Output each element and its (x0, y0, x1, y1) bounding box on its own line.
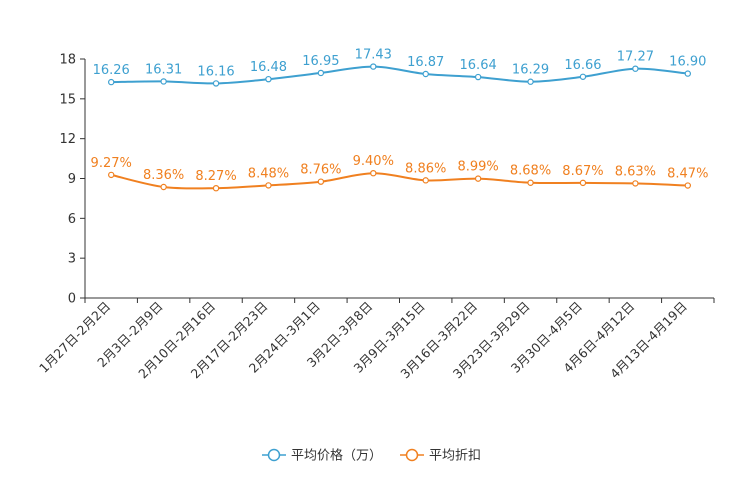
y-tick-label: 15 (59, 92, 76, 107)
y-tick-label: 6 (68, 212, 76, 227)
data-label: 17.43 (355, 48, 392, 63)
y-tick-label: 9 (68, 172, 76, 187)
legend-marker (267, 448, 281, 462)
data-point (527, 78, 534, 85)
data-point (684, 182, 691, 189)
y-tick-label: 0 (68, 292, 76, 307)
data-point (684, 70, 691, 77)
data-point (632, 180, 639, 187)
data-label: 16.48 (250, 60, 287, 75)
data-label: 8.86% (405, 161, 446, 176)
data-label: 8.48% (248, 166, 289, 181)
data-label: 16.16 (197, 64, 234, 79)
data-label: 16.90 (669, 55, 706, 70)
data-point (160, 78, 167, 85)
legend-marker (405, 448, 419, 462)
data-point (579, 179, 587, 187)
x-axis: 1月27日-2月2日2月3日-2月9日2月10日-2月16日2月17日-2月23… (36, 297, 715, 381)
data-label: 8.36% (143, 168, 184, 183)
data-label: 16.87 (407, 55, 444, 70)
series-line-1 (110, 172, 688, 190)
data-point (317, 69, 325, 77)
data-point (422, 70, 429, 78)
data-point (579, 73, 587, 80)
data-label: 8.68% (510, 164, 551, 179)
data-label: 16.29 (512, 63, 549, 78)
data-point (212, 184, 220, 192)
legend-item-0[interactable]: 平均价格（万） (262, 448, 382, 464)
data-point (108, 78, 115, 86)
plot-area: 16.26 16.31 16.16 16.48 16.95 17.43 16.87 16.64… (91, 48, 708, 192)
data-point (422, 177, 429, 184)
data-point (474, 175, 482, 182)
data-point (160, 183, 167, 191)
data-label: 9.40% (353, 154, 394, 169)
data-point (108, 171, 115, 179)
data-point (370, 169, 377, 177)
data-point (212, 80, 220, 87)
data-point (632, 65, 639, 72)
data-label: 16.95 (302, 54, 339, 69)
data-label: 8.99% (457, 160, 498, 175)
y-tick-label: 12 (59, 132, 76, 147)
legend-label: 平均折扣 (429, 449, 481, 464)
data-label: 8.67% (562, 164, 603, 179)
data-point (317, 178, 325, 185)
data-label: 9.27% (91, 156, 132, 171)
y-axis: 0 3 6 9 12 15 18 (59, 53, 86, 307)
data-label: 16.31 (145, 62, 182, 77)
data-point (527, 179, 534, 186)
legend-item-1[interactable]: 平均折扣 (400, 449, 481, 464)
data-label: 16.64 (460, 58, 497, 73)
data-label: 16.66 (564, 58, 601, 73)
data-point (265, 75, 272, 83)
series-line-0 (111, 65, 688, 85)
data-label: 17.27 (617, 50, 654, 65)
data-label: 8.27% (195, 169, 236, 184)
legend-label: 平均价格（万） (291, 448, 382, 464)
data-point (474, 73, 482, 81)
data-label: 8.47% (667, 167, 708, 182)
legend[interactable]: 平均价格（万） 平均折扣 (262, 448, 481, 464)
y-tick-label: 18 (59, 53, 76, 68)
data-point (370, 63, 377, 70)
data-label: 8.63% (615, 164, 656, 179)
data-label: 8.76% (300, 163, 341, 178)
data-point (265, 182, 272, 189)
data-label: 16.26 (93, 63, 130, 78)
y-tick-label: 3 (68, 252, 76, 267)
